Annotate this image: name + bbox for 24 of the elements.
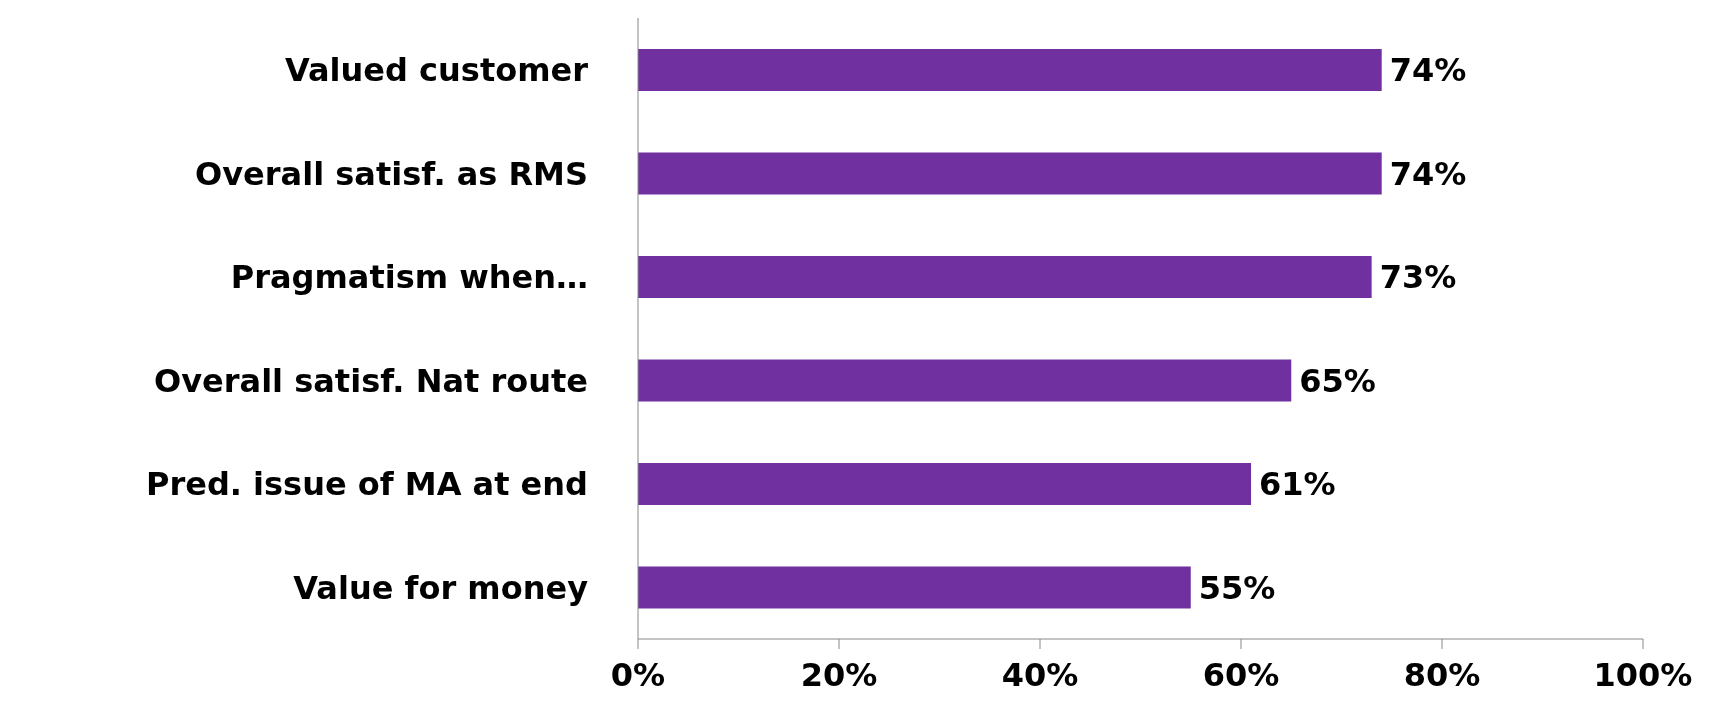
data-label: 74% <box>1389 51 1467 90</box>
y-tick-label: Pragmatism when… <box>230 258 588 297</box>
x-tick-label: 60% <box>1202 655 1280 694</box>
bar <box>638 566 1191 609</box>
y-tick-label: Value for money <box>293 568 589 607</box>
data-label: 61% <box>1259 465 1336 504</box>
y-tick-label: Pred. issue of MA at end <box>145 465 588 504</box>
x-tick-label: 100% <box>1593 655 1693 694</box>
data-label: 73% <box>1379 258 1457 297</box>
data-label: 65% <box>1299 361 1376 400</box>
data-label: 74% <box>1389 154 1467 193</box>
bar <box>638 152 1382 195</box>
data-label: 55% <box>1198 568 1276 607</box>
y-tick-label: Overall satisf. Nat route <box>154 361 588 400</box>
y-tick-label: Valued customer <box>284 51 589 90</box>
y-tick-label: Overall satisf. as RMS <box>195 154 588 193</box>
x-tick-label: 80% <box>1403 655 1481 694</box>
x-tick-label: 20% <box>800 655 878 694</box>
x-tick-label: 0% <box>610 655 666 694</box>
bar <box>638 463 1252 505</box>
x-tick-label: 40% <box>1001 655 1079 694</box>
bar <box>638 49 1382 91</box>
bar <box>638 256 1372 298</box>
bar <box>638 359 1292 402</box>
